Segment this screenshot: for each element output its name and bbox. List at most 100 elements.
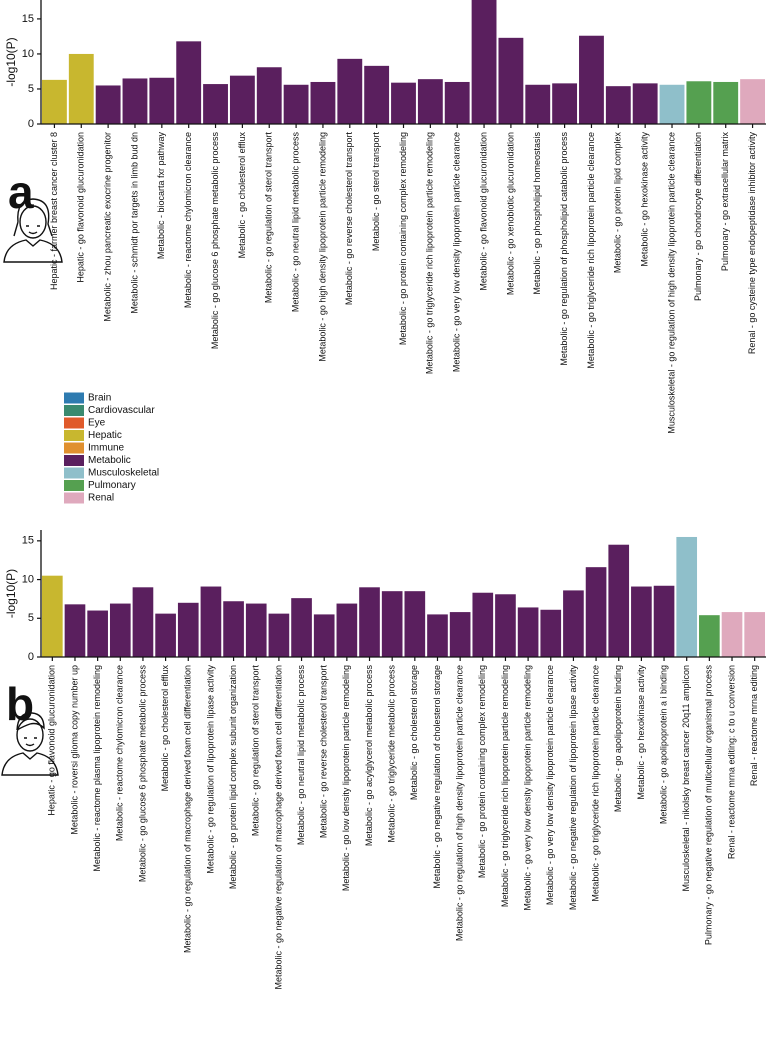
legend-swatch	[64, 442, 84, 454]
x-tick-label: Metabolic - go very low density lipoprot…	[545, 665, 555, 905]
x-tick-label: Metabolic - reactome plasma lipoprotein …	[92, 665, 102, 872]
bar	[87, 610, 108, 657]
x-tick-label: Metabolic - go triglyceride rich lipopro…	[590, 665, 600, 902]
x-tick-label: Metabolic - go high density lipoprotein …	[317, 132, 327, 362]
bar	[155, 613, 176, 657]
x-tick-label: Metabolic - go regulation of lipoprotein…	[205, 665, 215, 874]
bar	[337, 58, 363, 124]
x-tick-label: Metabolic - go apolipoprotein binding	[613, 665, 623, 812]
bar	[132, 587, 154, 657]
legend-label: Cardiovascular	[88, 405, 155, 416]
x-tick-label: Metabolic - go glucose 6 phosphate metab…	[137, 665, 147, 883]
bar	[42, 79, 67, 124]
bar	[517, 607, 539, 657]
x-tick-label: Metabolic - go protein containing comple…	[477, 665, 487, 878]
x-tick-label: Renal - go cysteine type endopeptidase i…	[747, 132, 757, 355]
bar	[632, 83, 658, 124]
female-icon	[3, 198, 63, 263]
x-tick-label: Metabolic - go triglyceride rich lipopro…	[425, 132, 435, 374]
bar	[391, 82, 416, 124]
legend-label: Pulmonary	[88, 480, 136, 491]
x-tick-label: Renal - reactome mrna editing	[749, 665, 759, 786]
bar	[268, 613, 290, 657]
bar	[336, 603, 358, 657]
bar	[310, 81, 336, 124]
bar	[540, 609, 562, 657]
x-tick-label: Pulmonary - go negative regulation of mu…	[704, 665, 714, 946]
x-tick-label: Metabolic - go triglyceride rich lipopro…	[586, 132, 596, 369]
x-tick-label: Metabolic - roversi glioma copy number u…	[69, 665, 79, 835]
bar	[381, 591, 403, 657]
bar	[176, 41, 202, 125]
x-tick-label: Metabolic - go reverse cholesterol trans…	[344, 132, 354, 306]
bar	[283, 84, 309, 124]
bar	[686, 81, 712, 124]
bar	[200, 586, 222, 657]
x-tick-label: Pulmonary - go chondrocyte differentiati…	[693, 132, 703, 301]
bar	[699, 615, 720, 657]
x-tick-label: Musculoskeletal - nikolsky breast cancer…	[681, 665, 691, 891]
legend-label: Brain	[88, 393, 111, 404]
bar	[149, 77, 175, 124]
x-tick-label: Metabolic - go regulation of phospholipi…	[559, 132, 569, 366]
bar	[313, 614, 335, 657]
bar	[563, 590, 584, 657]
bar	[95, 85, 121, 124]
bar	[203, 84, 228, 124]
legend-label: Musculoskeletal	[88, 468, 159, 479]
x-tick-label: Metabolic - go phospholipid homeostasis	[532, 132, 542, 295]
legend-label: Immune	[88, 443, 125, 454]
x-tick-label: Metabolic - reactome chylomicron clearan…	[115, 665, 125, 841]
x-tick-label: Metabolic - go cholesterol efflux	[237, 132, 247, 259]
y-tick-label: 15	[22, 13, 34, 25]
legend-label: Metabolic	[88, 455, 131, 466]
x-tick-label: Metabolic - go regulation of macrophage …	[183, 665, 193, 953]
x-tick-label: Metabolic - go regulation of sterol tran…	[251, 665, 261, 837]
bar	[740, 79, 765, 124]
bar	[223, 601, 244, 657]
bar	[122, 78, 148, 124]
x-tick-label: Metabolic - zhou pancreatic exocrine pro…	[103, 132, 113, 322]
y-axis-label: -log10(P)	[4, 37, 18, 86]
bar	[713, 81, 739, 124]
x-tick-label: Metabolic - go negative regulation of li…	[568, 665, 578, 911]
y-tick-label: 0	[28, 651, 34, 663]
bar	[631, 586, 652, 657]
x-tick-label: Metabolic - go very low density lipoprot…	[522, 665, 532, 911]
bar	[109, 603, 131, 657]
x-tick-label: Metabolic - go flavonoid glucuronidation	[478, 132, 488, 291]
x-tick-label: Metabolic - go apolipoprotein a i bindin…	[658, 665, 668, 824]
y-tick-label: 5	[28, 612, 34, 624]
bar	[256, 67, 282, 124]
legend-label: Eye	[88, 418, 106, 429]
bar	[552, 83, 578, 124]
male-icon	[1, 712, 59, 776]
bar	[417, 79, 443, 124]
x-tick-label: Metabolic - go reverse cholesterol trans…	[319, 665, 329, 839]
legend-swatch	[64, 455, 84, 466]
bar	[229, 75, 255, 124]
bar	[585, 567, 607, 657]
bar	[364, 65, 390, 124]
x-tick-label: Metabolic - go regulation of high densit…	[455, 665, 465, 941]
bar	[744, 612, 765, 657]
x-tick-label: Hepatic - go flavonoid glucuronidation	[76, 132, 86, 283]
bar	[579, 35, 604, 124]
x-tick-label: Metabolic - go acylglycerol metabolic pr…	[364, 665, 374, 847]
legend-swatch	[64, 405, 84, 416]
y-tick-label: 15	[22, 535, 34, 547]
bar	[177, 602, 199, 657]
legend-swatch	[64, 480, 84, 491]
x-tick-label: Metabolic - go glucose 6 phosphate metab…	[210, 132, 220, 350]
y-tick-label: 0	[28, 118, 34, 130]
bar	[608, 544, 630, 657]
bar	[498, 37, 524, 125]
x-tick-label: Metabolic - go protein lipid complex	[613, 132, 623, 274]
bar	[605, 86, 631, 124]
bar	[449, 612, 471, 657]
legend-label: Hepatic	[88, 430, 122, 441]
bar	[404, 591, 426, 657]
x-tick-label: Metabolic - go triglyceride metabolic pr…	[387, 665, 397, 843]
bar	[64, 604, 86, 657]
x-tick-label: Renal - reactome mrna editing: c to u co…	[726, 665, 736, 859]
